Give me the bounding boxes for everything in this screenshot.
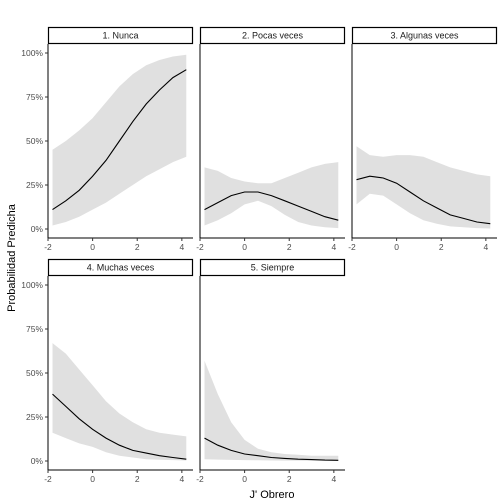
x-tick-label: -2 bbox=[44, 474, 52, 484]
y-tick-label: 50% bbox=[26, 136, 43, 146]
x-tick-label: 0 bbox=[90, 474, 95, 484]
y-tick-label: 100% bbox=[21, 48, 43, 58]
x-tick-label: 4 bbox=[179, 242, 184, 252]
y-tick-label: 25% bbox=[26, 412, 43, 422]
predicted-line bbox=[204, 437, 339, 461]
confidence-ribbon bbox=[356, 146, 491, 229]
x-tick-label: 0 bbox=[90, 242, 95, 252]
x-tick-label: 2 bbox=[287, 242, 292, 252]
y-tick-label: 0% bbox=[31, 224, 44, 234]
predicted-line bbox=[356, 175, 491, 225]
y-tick-label: 50% bbox=[26, 368, 43, 378]
facet-panel-1: 1. Nunca -2 0 2 4 0% 25% 50% 75% 100% bbox=[21, 26, 194, 252]
x-tick-label: -2 bbox=[44, 242, 52, 252]
facet-panel-4: 4. Muchas veces -2 0 2 4 0% 25% 50% 75% 100% bbox=[21, 258, 194, 484]
strip-box bbox=[199, 258, 346, 277]
strip-label: 4. Muchas veces bbox=[87, 263, 155, 273]
x-axis-title: J' Obrero bbox=[250, 489, 295, 501]
x-tick-label: 0 bbox=[242, 474, 247, 484]
x-tick-label: 2 bbox=[287, 474, 292, 484]
y-axis-title: Probabilidad Predicha bbox=[6, 203, 18, 312]
x-tick-label: -2 bbox=[348, 242, 356, 252]
confidence-ribbon bbox=[52, 343, 187, 461]
x-tick-label: 4 bbox=[483, 242, 488, 252]
y-tick-label: 75% bbox=[26, 92, 43, 102]
y-tick-label: 100% bbox=[21, 280, 43, 290]
strip-box bbox=[47, 258, 194, 277]
y-tick-label: 0% bbox=[31, 456, 44, 466]
x-tick-label: 2 bbox=[439, 242, 444, 252]
x-tick-label: 4 bbox=[331, 474, 336, 484]
facet-panel-3: 3. Algunas veces -2 0 2 4 bbox=[348, 26, 498, 252]
facet-panels: 1. Nunca -2 0 2 4 0% 25% 50% 75% 100% 2. Pocas vec… bbox=[21, 26, 498, 484]
y-tick-label: 75% bbox=[26, 324, 43, 334]
x-tick-label: 4 bbox=[331, 242, 336, 252]
predicted-line bbox=[52, 69, 187, 211]
strip-label: 1. Nunca bbox=[102, 31, 138, 41]
strip-box bbox=[47, 26, 194, 45]
facet-panel-5: 5. Siempre -2 0 2 4 bbox=[196, 258, 346, 484]
facet-panel-2: 2. Pocas veces -2 0 2 4 bbox=[196, 26, 346, 252]
predicted-line bbox=[204, 191, 339, 221]
x-tick-label: 2 bbox=[135, 474, 140, 484]
x-tick-label: -2 bbox=[196, 242, 204, 252]
strip-box bbox=[351, 26, 498, 45]
x-tick-label: 0 bbox=[242, 242, 247, 252]
x-tick-label: 4 bbox=[179, 474, 184, 484]
x-tick-label: 0 bbox=[394, 242, 399, 252]
strip-box bbox=[199, 26, 346, 45]
confidence-ribbon bbox=[204, 360, 339, 461]
strip-label: 3. Algunas veces bbox=[390, 31, 459, 41]
strip-label: 2. Pocas veces bbox=[242, 31, 304, 41]
strip-label: 5. Siempre bbox=[251, 263, 295, 273]
x-tick-label: 2 bbox=[135, 242, 140, 252]
x-tick-label: -2 bbox=[196, 474, 204, 484]
y-tick-label: 25% bbox=[26, 180, 43, 190]
predicted-line bbox=[52, 393, 187, 460]
